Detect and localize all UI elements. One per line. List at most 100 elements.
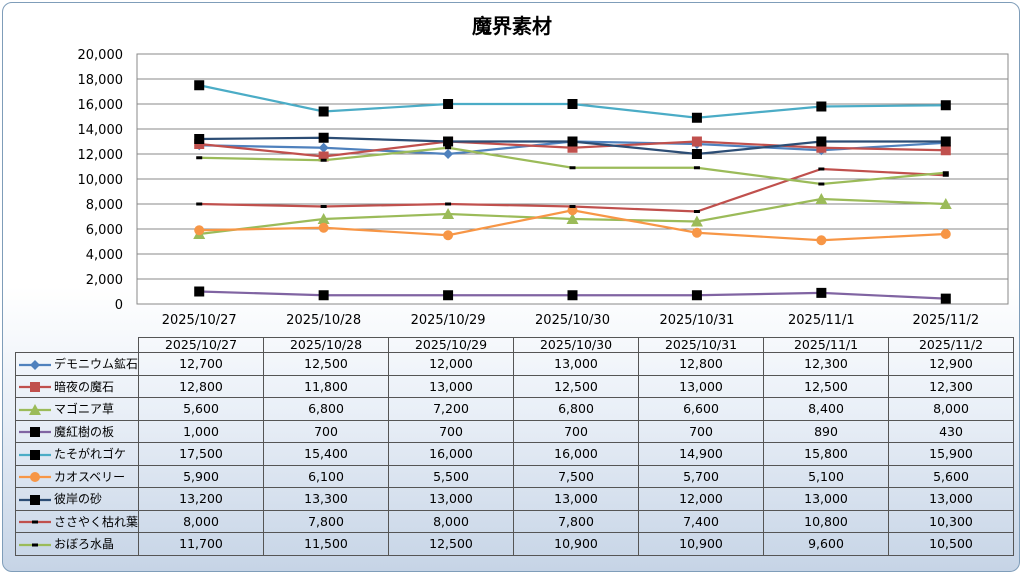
table-row: マゴニア草 5,600 6,800 7,200 6,800 6,600 8,400 8,000 — [14, 397, 1015, 421]
data-point — [940, 229, 951, 239]
data-point — [691, 112, 702, 123]
table-value-cell: 7,800 — [263, 509, 390, 533]
table-value-cell: 6,100 — [263, 464, 390, 488]
table-value-cell: 8,000 — [388, 509, 515, 533]
table-value-cell: 10,800 — [763, 509, 890, 533]
chart-title: 魔界素材 — [472, 14, 552, 38]
series-name: たそがれゴケ — [54, 447, 127, 462]
data-point — [443, 136, 454, 147]
data-point — [693, 166, 700, 170]
series-name: ささやく枯れ葉 — [54, 514, 139, 529]
table-value-cell: 13,000 — [638, 374, 765, 398]
table-header-cell: 2025/10/30 — [513, 337, 640, 353]
legend-key — [19, 543, 51, 547]
table-value-cell: 9,600 — [763, 532, 890, 556]
table-value-cell: 5,700 — [638, 464, 765, 488]
table-value-cell: 6,600 — [638, 397, 765, 421]
table-value-cell: 7,400 — [638, 509, 765, 533]
data-point — [939, 198, 952, 209]
data-point — [318, 290, 329, 301]
data-point — [318, 142, 329, 153]
table-header-cell: 2025/11/1 — [763, 337, 890, 353]
y-tick-label: 14,000 — [78, 123, 124, 138]
data-point — [691, 136, 702, 147]
table-value-cell: 10,500 — [888, 532, 1015, 556]
table-value-cell: 13,000 — [513, 352, 640, 376]
data-point — [196, 156, 203, 160]
y-tick-label: 20,000 — [78, 48, 124, 63]
table-value-cell: 11,800 — [263, 374, 390, 398]
data-point — [566, 213, 579, 224]
table-value-cell: 430 — [888, 419, 1015, 443]
data-point — [194, 225, 205, 236]
legend-key-marker — [30, 449, 40, 460]
data-point — [318, 106, 329, 117]
y-tick-label: 10,000 — [78, 173, 124, 188]
data-point — [818, 182, 825, 186]
y-tick-label: 12,000 — [78, 148, 124, 163]
data-point — [569, 205, 576, 208]
table-value-cell: 890 — [763, 419, 890, 443]
table-value-cell: 12,500 — [388, 532, 515, 556]
table-corner — [16, 338, 139, 353]
table-value-cell: 700 — [638, 419, 765, 443]
data-point — [443, 230, 454, 241]
table-value-cell: 13,000 — [388, 374, 515, 398]
data-point — [567, 290, 578, 301]
series-name: 暗夜の魔石 — [54, 379, 115, 394]
y-tick-label: 2,000 — [86, 273, 123, 288]
table-row: 彼岸の砂 13,200 13,300 13,000 13,000 12,000 13,000… — [14, 487, 1015, 511]
table-value-cell: 15,800 — [763, 442, 890, 466]
table-value-cell: 7,200 — [388, 397, 515, 421]
table-value-cell: 13,200 — [138, 487, 265, 511]
table-value-cell: 8,400 — [763, 397, 890, 421]
table-series-label: デモニウム鉱石 — [14, 352, 140, 376]
legend-key-marker — [32, 520, 38, 524]
legend-key-marker — [30, 359, 40, 370]
table-header-cell: 2025/10/28 — [263, 337, 390, 353]
data-point — [318, 222, 329, 233]
table-value-cell: 12,500 — [763, 374, 890, 398]
y-tick-label: 8,000 — [86, 198, 123, 213]
x-tick-label: 2025/10/31 — [659, 313, 734, 328]
table-header-cell: 2025/11/2 — [888, 337, 1015, 353]
data-point — [318, 151, 329, 162]
table-value-cell: 12,300 — [763, 352, 890, 376]
table-value-cell: 7,500 — [513, 464, 640, 488]
y-tick-label: 6,000 — [86, 223, 123, 238]
legend-key-marker — [29, 403, 41, 415]
data-point — [567, 99, 578, 109]
legend-key-marker — [30, 382, 40, 393]
table-value-cell: 5,500 — [388, 464, 515, 488]
legend-key-marker — [30, 472, 40, 483]
data-point — [443, 149, 454, 159]
table-row: 魔紅樹の板 1,000 700 700 700 700 890 430 — [14, 419, 1015, 443]
series-3 — [193, 193, 952, 239]
series-4 — [194, 286, 951, 304]
x-tick-label: 2025/10/28 — [286, 313, 361, 328]
table-value-cell: 12,800 — [638, 352, 765, 376]
legend-key — [19, 359, 51, 370]
data-point — [318, 132, 329, 143]
data-point — [194, 286, 205, 297]
table-value-cell: 8,000 — [888, 397, 1015, 421]
table-value-cell: 12,500 — [513, 374, 640, 398]
data-point — [816, 142, 827, 153]
table-row: ささやく枯れ葉 8,000 7,800 8,000 7,800 7,400 10,800 10… — [14, 509, 1015, 533]
data-point — [816, 136, 827, 147]
series-8 — [196, 167, 949, 213]
table-header-cell: 2025/10/27 — [138, 337, 265, 353]
data-point — [940, 100, 951, 111]
table-value-cell: 15,400 — [263, 442, 390, 466]
data-point — [443, 290, 454, 301]
data-point — [194, 80, 205, 91]
table-value-cell: 13,300 — [263, 487, 390, 511]
y-tick-label: 0 — [115, 298, 123, 313]
table-value-cell: 10,900 — [638, 532, 765, 556]
y-tick-label: 4,000 — [86, 248, 123, 263]
data-point — [816, 287, 827, 298]
table-value-cell: 13,000 — [888, 487, 1015, 511]
table-row: デモニウム鉱石 12,700 12,500 12,000 13,000 12,800 12,… — [14, 352, 1015, 376]
table-value-cell: 17,500 — [138, 442, 265, 466]
